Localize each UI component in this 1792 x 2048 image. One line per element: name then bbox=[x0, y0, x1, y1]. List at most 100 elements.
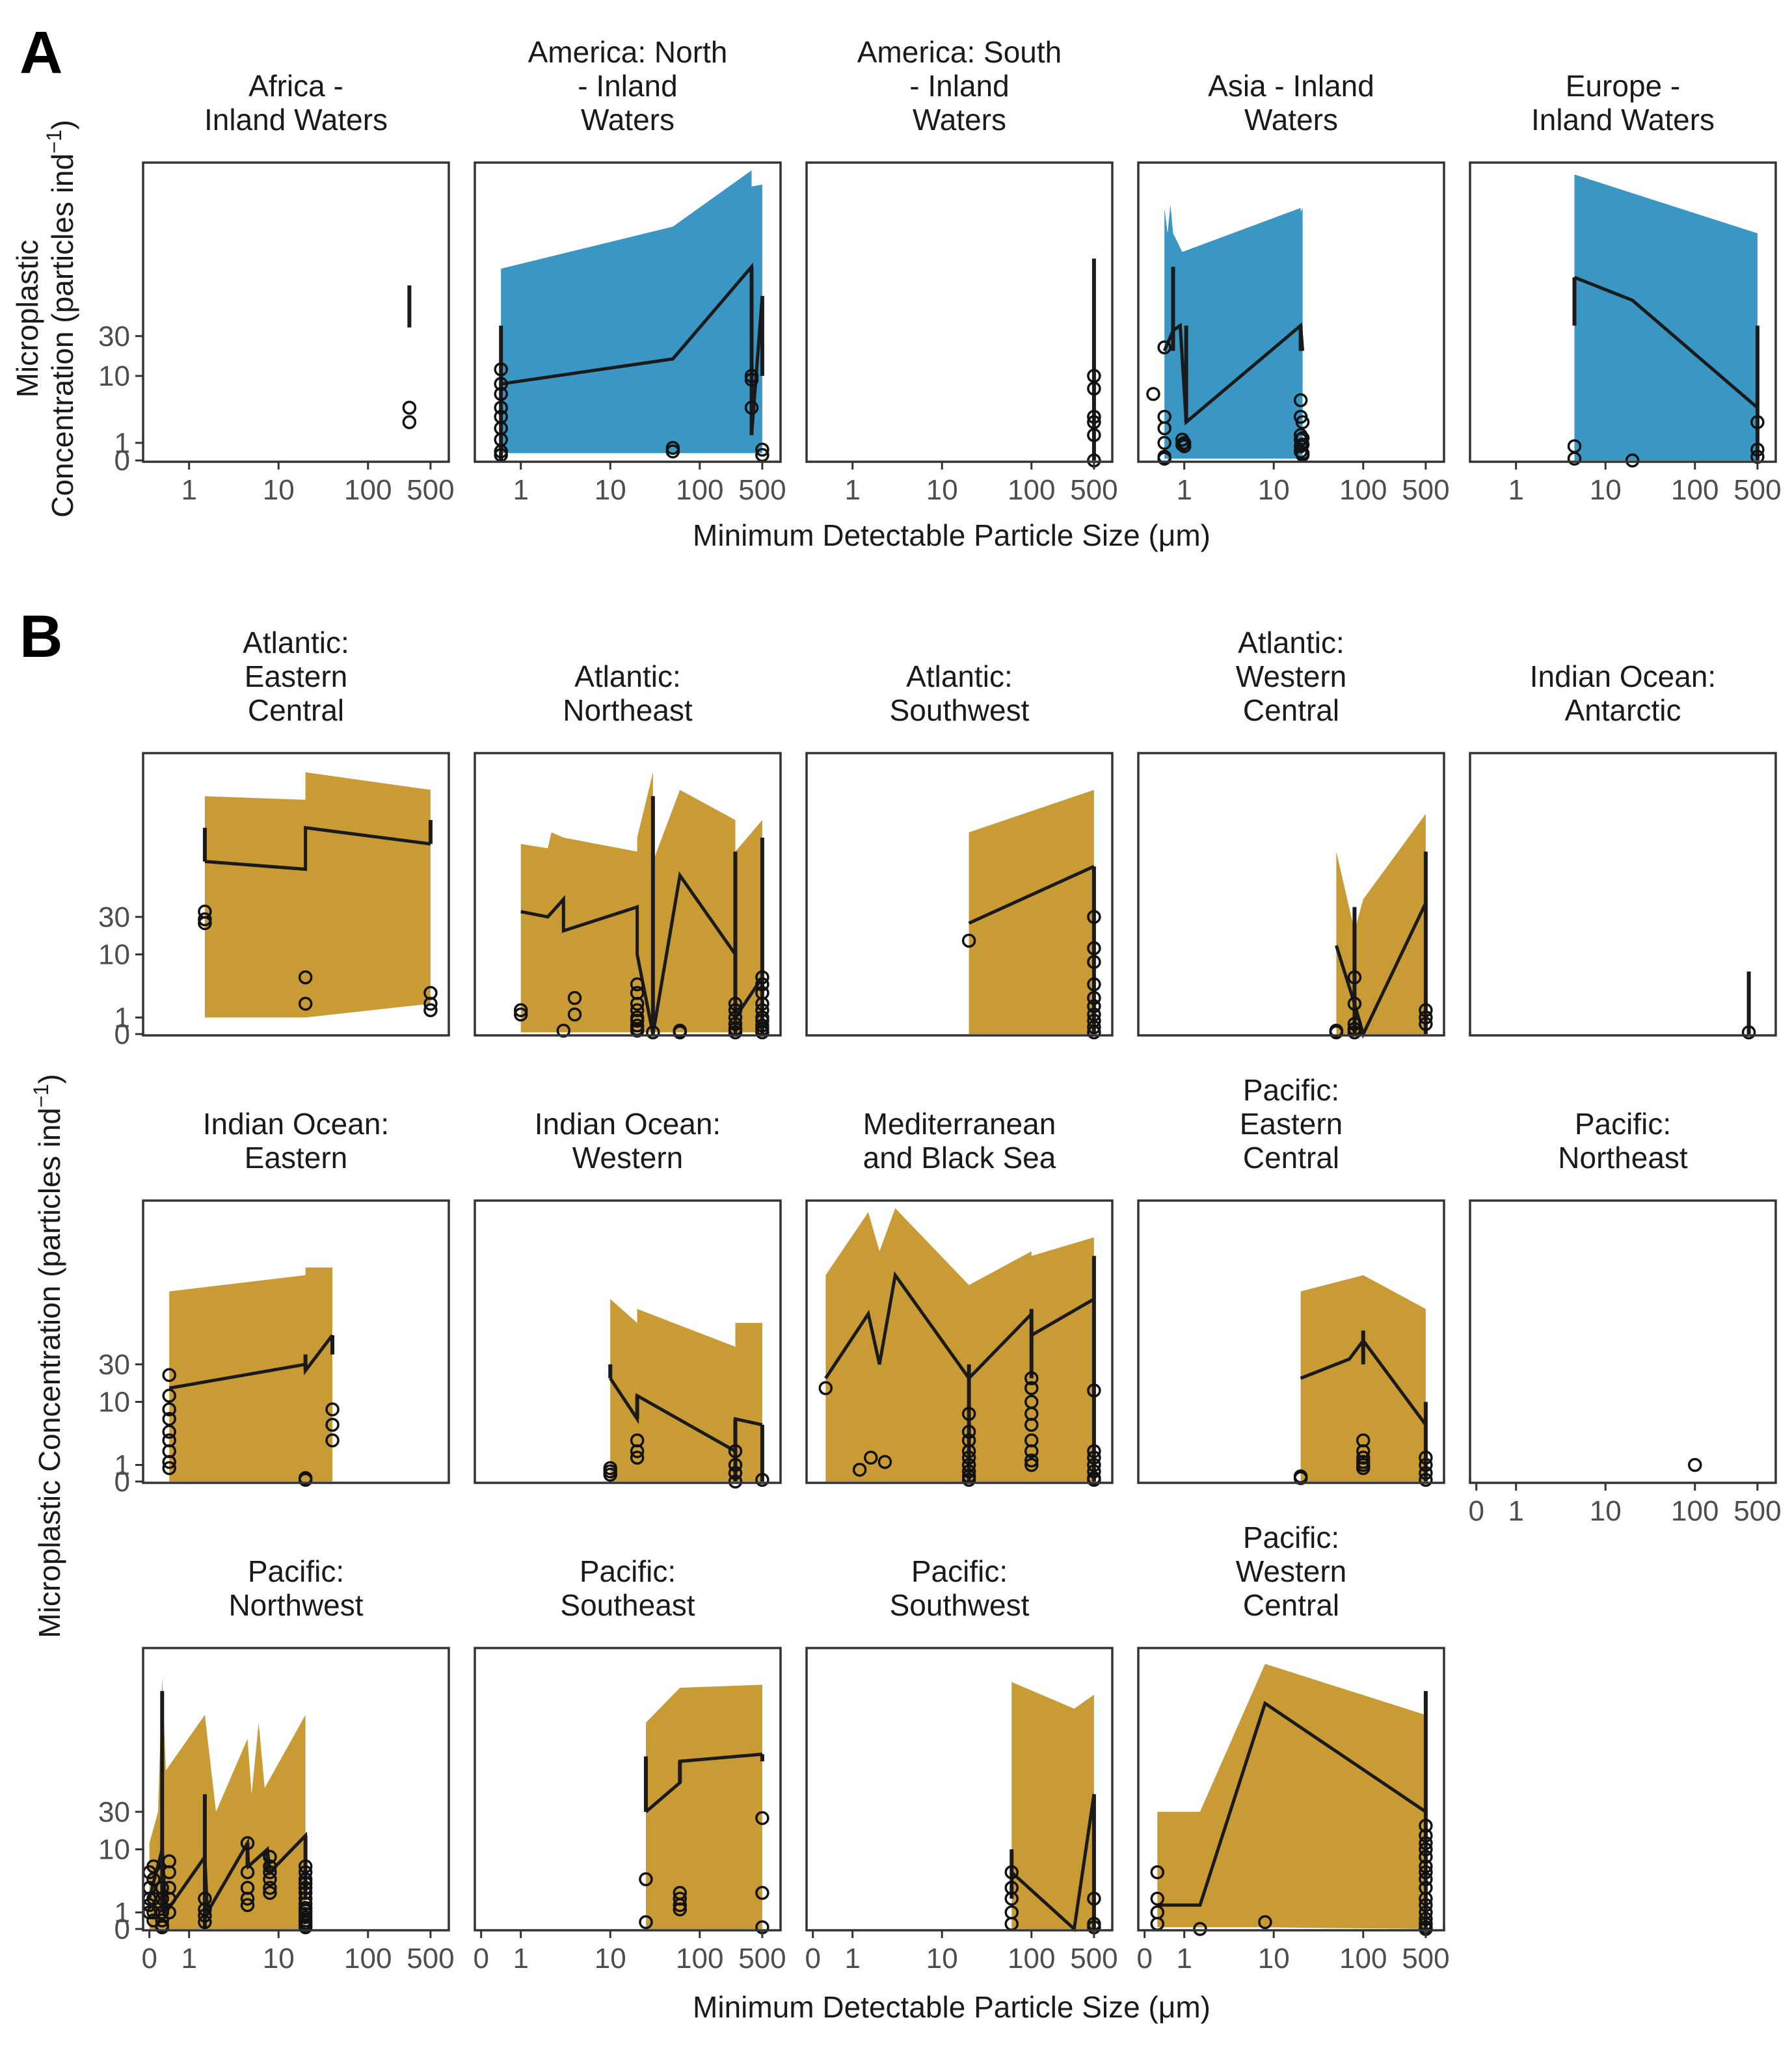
x-tick-label: 0 bbox=[1136, 1943, 1152, 1975]
ribbon-area bbox=[1164, 204, 1303, 459]
data-point bbox=[162, 1865, 176, 1880]
data-point bbox=[1157, 340, 1171, 354]
data-point bbox=[298, 996, 313, 1011]
data-point bbox=[1087, 1457, 1101, 1472]
x-tick-label: 1 bbox=[1176, 1943, 1192, 1975]
panel-border bbox=[1137, 161, 1445, 463]
data-point bbox=[961, 1407, 976, 1421]
data-point bbox=[1087, 1020, 1101, 1035]
data-point bbox=[1004, 1865, 1019, 1880]
x-tick-label: 0 bbox=[141, 1943, 157, 1975]
y-tick-label: 10 bbox=[98, 1387, 130, 1418]
data-point bbox=[513, 1003, 528, 1018]
data-point bbox=[240, 1865, 255, 1880]
data-point bbox=[146, 1859, 161, 1874]
facet-title-line: Asia - Inland bbox=[1208, 69, 1374, 103]
data-point bbox=[263, 1885, 277, 1900]
x-tick-label: 100 bbox=[1339, 1943, 1387, 1975]
data-point bbox=[744, 401, 759, 415]
panel-border bbox=[474, 1199, 782, 1484]
data-point bbox=[630, 977, 645, 992]
data-point bbox=[567, 991, 582, 1005]
data-point bbox=[1175, 437, 1190, 452]
data-point bbox=[852, 1463, 867, 1477]
y-axis-title-a: Microplastic Concentration (particles in… bbox=[10, 120, 79, 518]
data-point bbox=[423, 1003, 438, 1018]
facet-title-line: Atlantic: bbox=[1238, 626, 1344, 659]
data-point bbox=[1087, 428, 1101, 442]
ribbon-area bbox=[1300, 1275, 1426, 1482]
facet-title-line: Indian Ocean: bbox=[535, 1107, 721, 1141]
data-point bbox=[639, 1872, 653, 1887]
y-tick-label: 10 bbox=[98, 1834, 130, 1866]
data-point bbox=[1258, 1915, 1272, 1930]
data-point bbox=[1419, 1842, 1433, 1857]
data-point bbox=[1087, 1383, 1101, 1398]
data-point bbox=[1024, 1457, 1039, 1472]
facet-title-line: Central bbox=[248, 693, 344, 727]
x-tick-label: 100 bbox=[1339, 474, 1387, 506]
data-point bbox=[961, 933, 976, 948]
x-axis-title-b: Minimum Detectable Particle Size (μm) bbox=[693, 1990, 1210, 2024]
data-point bbox=[673, 1898, 688, 1913]
x-tick-label: 1 bbox=[1508, 1495, 1523, 1527]
x-tick-label: 500 bbox=[1402, 1943, 1449, 1975]
data-point bbox=[263, 1859, 277, 1874]
data-point bbox=[1625, 453, 1640, 468]
data-point bbox=[162, 1455, 176, 1469]
data-point bbox=[402, 415, 417, 429]
data-point bbox=[198, 912, 212, 927]
y-tick-label: 30 bbox=[98, 1349, 130, 1381]
data-point bbox=[961, 1450, 976, 1465]
x-tick-label: 10 bbox=[263, 474, 295, 506]
data-point bbox=[1419, 1450, 1433, 1465]
x-tick-label: 0 bbox=[1468, 1495, 1484, 1527]
ribbon-area bbox=[501, 170, 762, 453]
y-axis-title-b: Microplastic Concentration (particles in… bbox=[29, 1074, 66, 1638]
facet-title-line: Pacific: bbox=[248, 1554, 344, 1588]
x-tick-label: 100 bbox=[676, 1943, 723, 1975]
ribbon-area bbox=[1574, 174, 1758, 460]
facet-b-6: Indian Ocean:Western bbox=[474, 1107, 782, 1489]
data-point bbox=[1087, 999, 1101, 1013]
data-point bbox=[1295, 415, 1310, 429]
data-point bbox=[728, 1003, 743, 1018]
facet-title-line: Europe - bbox=[1566, 69, 1680, 103]
panel-border bbox=[474, 752, 782, 1037]
data-point bbox=[1024, 1418, 1039, 1432]
facet-title-line: Inland Waters bbox=[204, 103, 388, 137]
ribbon-area bbox=[1011, 1682, 1094, 1929]
data-point bbox=[513, 1007, 528, 1022]
data-point bbox=[818, 1381, 833, 1396]
facet-title-line: Northeast bbox=[563, 693, 693, 727]
data-point bbox=[1087, 1472, 1101, 1487]
data-point bbox=[728, 1466, 743, 1480]
data-point bbox=[494, 377, 508, 392]
data-point bbox=[1419, 1850, 1433, 1864]
x-tick-label: 100 bbox=[344, 474, 392, 506]
data-point bbox=[1087, 415, 1101, 429]
x-tick-label: 1 bbox=[181, 1943, 196, 1975]
y-tick-label: 30 bbox=[98, 901, 130, 933]
panel-border bbox=[805, 161, 1114, 463]
data-point bbox=[1419, 1818, 1433, 1833]
data-point bbox=[162, 1461, 176, 1476]
data-point bbox=[1177, 439, 1192, 453]
y-tick-label: 10 bbox=[98, 360, 130, 392]
x-tick-label: 500 bbox=[1070, 474, 1117, 506]
x-tick-label: 100 bbox=[344, 1943, 392, 1975]
data-point bbox=[630, 996, 645, 1011]
panel-border bbox=[1137, 1199, 1445, 1484]
data-point bbox=[1087, 1450, 1101, 1465]
data-point bbox=[1087, 910, 1101, 924]
facet-title-line: Africa - bbox=[248, 69, 343, 103]
x-tick-label: 0 bbox=[473, 1943, 488, 1975]
data-point bbox=[665, 440, 680, 455]
data-point bbox=[240, 1898, 255, 1913]
facet-title-line: Southeast bbox=[560, 1588, 695, 1622]
data-point bbox=[1419, 1466, 1433, 1480]
data-point bbox=[1741, 1025, 1756, 1040]
